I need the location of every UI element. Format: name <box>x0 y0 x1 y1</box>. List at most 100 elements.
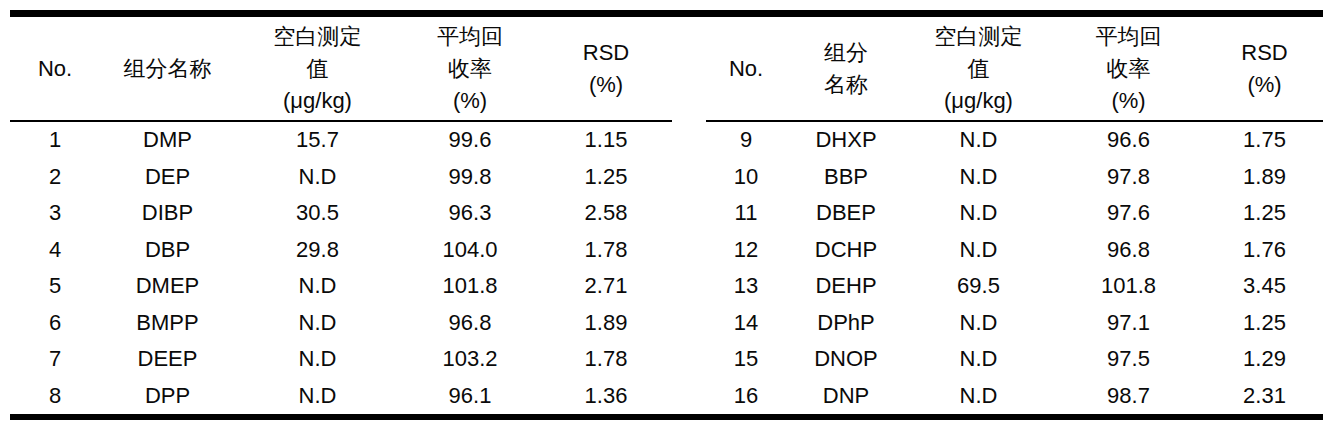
header-cell-component-name: 组分名称 <box>100 17 235 121</box>
cell-recovery: 99.6 <box>400 121 540 159</box>
cell-blank: N.D <box>906 341 1051 378</box>
header-cell-no: No. <box>706 17 786 121</box>
header-cell-recovery: 平均回 收率 (%) <box>400 17 540 121</box>
cell-rsd: 1.25 <box>1206 195 1323 232</box>
cell-blank: N.D <box>235 341 400 378</box>
cell-name: DMP <box>100 121 235 159</box>
cell-name: DMEP <box>100 268 235 305</box>
table-row: 1DMP15.799.61.15 <box>10 121 672 159</box>
header-cell-no: No. <box>10 17 100 121</box>
header-label-recovery-line1: 平均回 <box>1051 21 1206 53</box>
cell-no: 9 <box>706 121 786 159</box>
cell-recovery: 99.8 <box>400 159 540 196</box>
header-cell-component-name: 组分 名称 <box>786 17 906 121</box>
cell-no: 7 <box>10 341 100 378</box>
table-frame: No. 组分名称 空白测定 值 (μg/kg) 平均回 收率 (%) <box>10 10 1323 420</box>
cell-rsd: 2.71 <box>540 268 672 305</box>
table-row: 15DNOPN.D97.51.29 <box>706 341 1323 378</box>
cell-name: DNOP <box>786 341 906 378</box>
cell-recovery: 104.0 <box>400 232 540 269</box>
table-row: 4DBP29.8104.01.78 <box>10 232 672 269</box>
header-label-recovery-line2: 收率 <box>400 53 540 85</box>
header-cell-blank-value: 空白测定 值 (μg/kg) <box>235 17 400 121</box>
cell-rsd: 1.89 <box>1206 159 1323 196</box>
cell-name: DPP <box>100 378 235 415</box>
cell-recovery: 96.3 <box>400 195 540 232</box>
header-cell-rsd: RSD (%) <box>540 17 672 121</box>
header-label-blank-unit: (μg/kg) <box>235 85 400 117</box>
cell-rsd: 2.58 <box>540 195 672 232</box>
table-row: 11DBEPN.D97.61.25 <box>706 195 1323 232</box>
cell-recovery: 98.7 <box>1051 378 1206 415</box>
table-row: 9DHXPN.D96.61.75 <box>706 121 1323 159</box>
header-label-blank-line2: 值 <box>906 53 1051 85</box>
cell-recovery: 101.8 <box>1051 268 1206 305</box>
table-row: 10BBPN.D97.81.89 <box>706 159 1323 196</box>
header-cell-blank-value: 空白测定 值 (μg/kg) <box>906 17 1051 121</box>
cell-blank: 29.8 <box>235 232 400 269</box>
cell-recovery: 97.6 <box>1051 195 1206 232</box>
cell-rsd: 3.45 <box>1206 268 1323 305</box>
cell-no: 1 <box>10 121 100 159</box>
header-label-no: No. <box>10 53 100 85</box>
cell-blank: 15.7 <box>235 121 400 159</box>
cell-rsd: 2.31 <box>1206 378 1323 415</box>
cell-no: 11 <box>706 195 786 232</box>
cell-blank: N.D <box>906 195 1051 232</box>
cell-no: 15 <box>706 341 786 378</box>
recovery-table-right: No. 组分 名称 空白测定 值 (μg/kg) 平均回 收率 (%) <box>706 17 1323 414</box>
cell-recovery: 96.8 <box>1051 232 1206 269</box>
header-label-blank-line2: 值 <box>235 53 400 85</box>
header-label-recovery-unit: (%) <box>400 85 540 117</box>
cell-rsd: 1.29 <box>1206 341 1323 378</box>
cell-name: DBEP <box>786 195 906 232</box>
cell-no: 8 <box>10 378 100 415</box>
cell-recovery: 96.6 <box>1051 121 1206 159</box>
header-label-component-line1: 组分 <box>786 37 906 69</box>
cell-no: 3 <box>10 195 100 232</box>
table-row: 12DCHPN.D96.81.76 <box>706 232 1323 269</box>
table-row: 16DNPN.D98.72.31 <box>706 378 1323 415</box>
table-body-right: 9DHXPN.D96.61.7510BBPN.D97.81.8911DBEPN.… <box>706 121 1323 414</box>
header-label-blank-unit: (μg/kg) <box>906 85 1051 117</box>
cell-recovery: 103.2 <box>400 341 540 378</box>
cell-name: BMPP <box>100 305 235 342</box>
cell-name: DBP <box>100 232 235 269</box>
table-row: 8DPPN.D96.11.36 <box>10 378 672 415</box>
cell-no: 10 <box>706 159 786 196</box>
header-label-blank-line1: 空白测定 <box>235 21 400 53</box>
header-row-right: No. 组分 名称 空白测定 值 (μg/kg) 平均回 收率 (%) <box>706 17 1323 121</box>
table-row: 13DEHP69.5101.83.45 <box>706 268 1323 305</box>
cell-no: 12 <box>706 232 786 269</box>
cell-name: BBP <box>786 159 906 196</box>
cell-name: DNP <box>786 378 906 415</box>
cell-rsd: 1.89 <box>540 305 672 342</box>
header-label-component-name: 组分名称 <box>100 53 235 85</box>
cell-rsd: 1.15 <box>540 121 672 159</box>
header-label-rsd-unit: (%) <box>1206 69 1323 101</box>
cell-recovery: 96.1 <box>400 378 540 415</box>
table-row: 3DIBP30.596.32.58 <box>10 195 672 232</box>
cell-blank: 30.5 <box>235 195 400 232</box>
table-row: 7DEEPN.D103.21.78 <box>10 341 672 378</box>
cell-no: 2 <box>10 159 100 196</box>
header-cell-recovery: 平均回 收率 (%) <box>1051 17 1206 121</box>
cell-recovery: 97.5 <box>1051 341 1206 378</box>
header-label-no: No. <box>706 53 786 85</box>
cell-no: 4 <box>10 232 100 269</box>
cell-blank: N.D <box>906 378 1051 415</box>
cell-rsd: 1.76 <box>1206 232 1323 269</box>
recovery-table-left: No. 组分名称 空白测定 值 (μg/kg) 平均回 收率 (%) <box>10 17 672 414</box>
cell-name: DEEP <box>100 341 235 378</box>
header-row-left: No. 组分名称 空白测定 值 (μg/kg) 平均回 收率 (%) <box>10 17 672 121</box>
header-label-recovery-line2: 收率 <box>1051 53 1206 85</box>
header-cell-rsd: RSD (%) <box>1206 17 1323 121</box>
header-label-rsd: RSD <box>1206 37 1323 69</box>
header-label-rsd: RSD <box>540 37 672 69</box>
table-row: 14DPhPN.D97.11.25 <box>706 305 1323 342</box>
cell-blank: 69.5 <box>906 268 1051 305</box>
header-label-recovery-unit: (%) <box>1051 85 1206 117</box>
cell-recovery: 101.8 <box>400 268 540 305</box>
cell-no: 5 <box>10 268 100 305</box>
table-row: 6BMPPN.D96.81.89 <box>10 305 672 342</box>
